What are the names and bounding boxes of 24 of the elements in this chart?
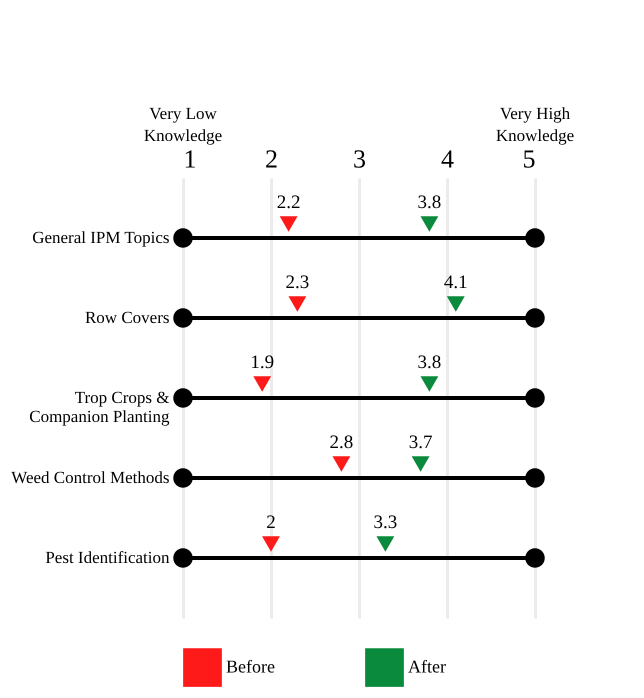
data-label: 3.8 [418, 352, 442, 373]
data-label: 1.9 [250, 352, 274, 373]
data-label: 3.7 [408, 432, 432, 453]
y-tick-label: General IPM Topics [32, 228, 170, 247]
data-label: 3.8 [418, 192, 442, 213]
data-label: 3.3 [374, 512, 398, 533]
x-tick-label: 5 [522, 144, 536, 174]
data-label: 4.1 [444, 272, 468, 293]
text: Very High Knowledge [496, 104, 574, 145]
y-tick-label: Pest Identification [45, 548, 170, 567]
y-tick-label: Trop Crops & Companion Planting [29, 388, 170, 426]
legend-label: Before [226, 656, 275, 677]
x-tick-label: 1 [184, 144, 196, 174]
data-label: 2.2 [276, 192, 300, 213]
legend-label: After [408, 656, 446, 677]
data-label: 2.3 [286, 272, 310, 293]
x-tick-label: 3 [353, 144, 366, 174]
data-label: 2 [266, 512, 276, 533]
data-label: 2.8 [330, 432, 354, 453]
y-tick-label: Row Covers [84, 308, 170, 327]
y-tick-label: Weed Control Methods [11, 468, 170, 487]
x-tick-label: 4 [441, 144, 454, 174]
text: Very Low Knowledge [144, 104, 222, 145]
x-tick-label: 2 [265, 144, 278, 174]
